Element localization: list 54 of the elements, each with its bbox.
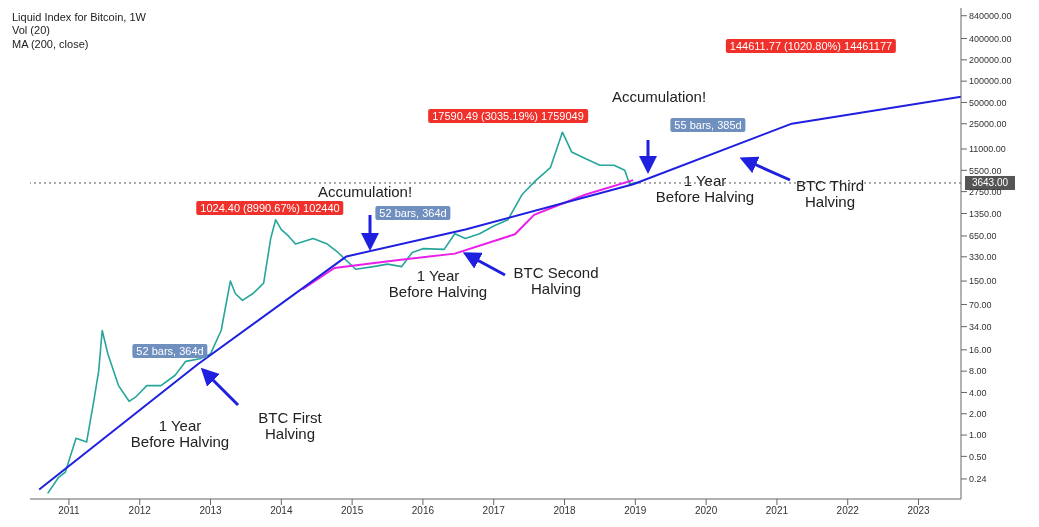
x-tick-label: 2014 (270, 505, 293, 517)
y-tick-label: 5500.00 (969, 165, 1002, 176)
y-tick-label: 8.00 (969, 366, 987, 377)
y-tick-label: 100000.00 (969, 76, 1012, 87)
annotation: 1 Year Before Halving (387, 267, 489, 300)
x-tick-label: 2023 (907, 505, 931, 517)
annotation: BTC First Halving (257, 409, 323, 442)
y-tick-label: 650.00 (969, 231, 997, 242)
x-tick-label: 2022 (836, 505, 860, 517)
x-tick-label: 2013 (199, 505, 223, 517)
annotation: BTC Second Halving (512, 264, 600, 297)
annotation: 1 Year Before Halving (654, 172, 756, 205)
x-tick-label: 2016 (411, 505, 435, 517)
y-tick-label: 11000.00 (969, 144, 1006, 155)
y-tick-label: 2.00 (969, 408, 987, 419)
annotation: 144611.77 (1020.80%) 14461177 (725, 39, 897, 53)
annotation: 52 bars, 364d (132, 344, 208, 358)
y-tick-label: 200000.00 (969, 55, 1012, 66)
x-tick-label: 2015 (341, 505, 364, 517)
y-tick-label: 330.00 (969, 252, 997, 262)
y-tick-label: 150.00 (969, 276, 997, 287)
y-tick-label: 840000.00 (969, 10, 1012, 21)
y-tick-label: 2750.00 (969, 186, 1002, 197)
y-tick-label: 16.00 (969, 345, 992, 356)
x-tick-label: 2011 (58, 505, 81, 517)
x-tick-label: 2019 (624, 505, 647, 517)
annotation: 52 bars, 364d (375, 206, 451, 220)
x-tick-label: 2018 (553, 505, 577, 517)
annotation: 1024.40 (8990.67%) 102440 (196, 201, 344, 215)
ref-line-label: 3643.00 (971, 177, 1009, 189)
annotation: 55 bars, 385d (670, 118, 746, 132)
annotation: MA (200, close) (12, 38, 89, 50)
y-tick-label: 1.00 (969, 430, 987, 441)
y-tick-label: 0.24 (969, 474, 987, 485)
annotation: 1 Year Before Halving (129, 417, 231, 450)
x-tick-label: 2012 (128, 505, 152, 517)
x-tick-label: 2021 (765, 505, 789, 517)
y-tick-label: 1350.00 (969, 208, 1002, 219)
x-tick-label: 2020 (695, 505, 718, 517)
x-tick-label: 2017 (482, 505, 506, 517)
line-series (46, 131, 640, 495)
y-tick-label: 50000.00 (969, 97, 1007, 108)
annotation: Accumulation! (611, 88, 707, 105)
chart-title: Liquid Index for Bitcoin, 1W (12, 10, 146, 24)
y-tick-label: 4.00 (969, 387, 987, 398)
y-tick-label: 400000.00 (969, 33, 1012, 44)
y-tick-label: 0.50 (969, 451, 987, 462)
annotation: Accumulation! (317, 183, 413, 200)
annotation: 17590.49 (3035.19%) 1759049 (428, 109, 588, 123)
annotation: Vol (20) (12, 24, 50, 36)
y-tick-label: 25000.00 (969, 118, 1007, 129)
annotation: BTC Third Halving (794, 177, 866, 210)
y-tick-label: 70.00 (969, 299, 992, 310)
y-tick-label: 34.00 (969, 321, 992, 332)
